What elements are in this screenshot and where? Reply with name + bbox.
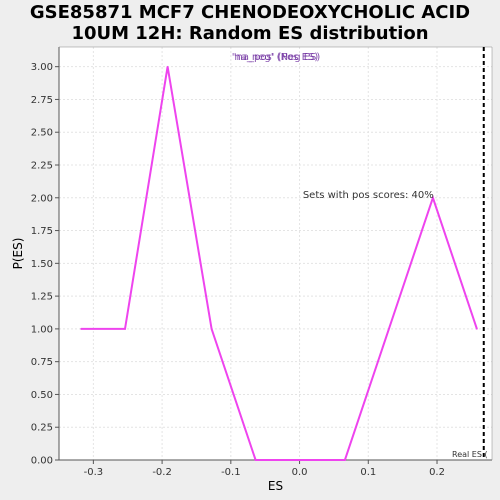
y-tick-label-0: 0.00 [31, 456, 53, 467]
x-tick-label-2: -0.1 [221, 467, 241, 478]
legend-label-1: 'na_neg' (Neg ES) [232, 52, 321, 63]
y-axis-title: P(ES) [11, 238, 25, 270]
y-tick-label-3: 0.75 [31, 357, 53, 368]
y-tick-label-6: 1.50 [31, 259, 53, 270]
y-tick-label-7: 1.75 [31, 226, 53, 237]
plot-area [59, 47, 492, 460]
y-tick-label-4: 1.00 [31, 324, 53, 335]
x-axis-title: ES [268, 479, 283, 493]
data-point-0-0 [80, 328, 82, 330]
x-tick-label-4: 0.1 [360, 467, 376, 478]
y-tick-label-10: 2.50 [31, 128, 53, 139]
y-tick-label-1: 0.25 [31, 423, 53, 434]
annotation-0: Sets with pos scores: 40% [303, 190, 434, 201]
real-es-label: Real ES ( [452, 450, 488, 459]
x-tick-label-3: 0.0 [292, 467, 308, 478]
data-point-0-6 [344, 459, 346, 461]
data-point-0-5 [300, 459, 302, 461]
chart-title-line-2: 10UM 12H: Random ES distribution [71, 23, 429, 44]
data-point-0-7 [388, 328, 390, 330]
y-tick-label-11: 2.75 [31, 95, 53, 106]
x-tick-label-0: -0.3 [84, 467, 104, 478]
data-point-0-8 [432, 196, 434, 199]
series-layer [80, 65, 478, 461]
chart-title-line-1: GSE85871 MCF7 CHENODEOXYCHOLIC ACID [29, 2, 471, 23]
data-point-0-1 [124, 328, 126, 330]
y-tick-label-12: 3.00 [31, 62, 53, 73]
series-line-0 [81, 66, 478, 461]
data-point-0-4 [254, 459, 257, 461]
x-tick-label-1: -0.2 [152, 467, 172, 478]
x-tick-label-5: 0.2 [429, 467, 445, 478]
y-tick-label-8: 2.00 [31, 193, 53, 204]
y-tick-label-5: 1.25 [31, 292, 53, 303]
chart-title: GSE85871 MCF7 CHENODEOXYCHOLIC ACID 10UM… [0, 2, 500, 44]
data-point-0-2 [166, 65, 169, 68]
annotation-layer: Real ES ( Sets with pos scores: 40% 'na_po… [232, 47, 488, 460]
data-point-0-3 [210, 328, 213, 330]
y-tick-label-9: 2.25 [31, 161, 53, 172]
y-tick-label-2: 0.50 [31, 390, 53, 401]
legend-label-0: 'na_pos' (Pos ES) [234, 52, 319, 63]
data-point-0-9 [476, 328, 478, 330]
